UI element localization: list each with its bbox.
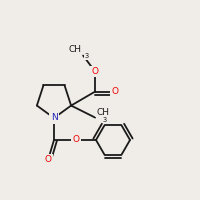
Text: CH: CH xyxy=(96,108,109,117)
Text: CH: CH xyxy=(68,45,81,54)
Text: 3: 3 xyxy=(103,117,107,123)
Text: O: O xyxy=(112,87,119,96)
Text: O: O xyxy=(45,156,52,164)
Text: O: O xyxy=(92,67,99,76)
Text: 3: 3 xyxy=(85,53,89,59)
Text: N: N xyxy=(51,114,57,122)
Text: O: O xyxy=(72,136,80,144)
